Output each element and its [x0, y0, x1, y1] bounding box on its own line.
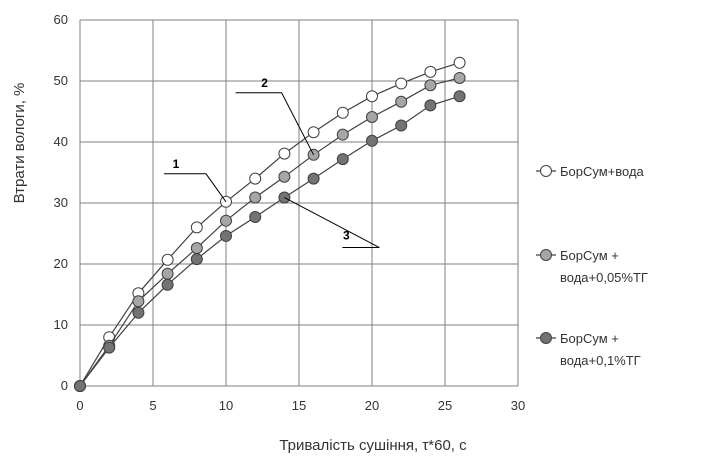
series-1-point: [453, 56, 466, 69]
legend-marker-3: [540, 332, 552, 344]
series-2-point: [395, 95, 408, 108]
series-1-point: [249, 172, 262, 185]
data-series: [74, 56, 466, 392]
series-2-point: [366, 110, 378, 123]
series-3-point: [132, 306, 145, 319]
series-3-point: [249, 211, 262, 224]
series-3-point: [220, 229, 232, 242]
series-3-point: [366, 134, 378, 147]
series-3-point: [190, 253, 203, 266]
y-tick-label: 20: [54, 256, 68, 271]
series-1-point: [307, 126, 320, 139]
x-tick-label: 15: [292, 398, 306, 413]
annotation-label: 3: [343, 229, 350, 243]
x-tick-label: 5: [149, 398, 156, 413]
axes: 0 5 10 15 20 25 30 0 10 20 30 40 50 60: [54, 12, 526, 413]
series-3-point: [395, 119, 408, 132]
legend-label-1: БорСум+вода: [560, 164, 645, 179]
annotation-leader: [284, 197, 380, 249]
series-1-point: [424, 65, 437, 78]
series-3-point: [74, 380, 86, 392]
annotation-label: 1: [173, 157, 180, 171]
series-3-point: [307, 172, 320, 185]
series-2-point: [190, 242, 203, 255]
legend-label-2: вода+0,05%ТГ: [560, 270, 648, 285]
series-2-point: [424, 79, 437, 92]
series-3-point: [336, 153, 349, 166]
series-1-point: [278, 147, 291, 160]
series-1-point: [336, 106, 349, 119]
series-3-line: [79, 95, 460, 387]
x-tick-label: 10: [219, 398, 233, 413]
series-1-point: [190, 221, 203, 234]
y-axis-title: Втрати вологи, %: [11, 83, 28, 204]
legend-label-3: БорСум +: [560, 331, 619, 346]
annotation-leader: [164, 173, 227, 203]
y-tick-label: 10: [54, 317, 68, 332]
series-2-point: [453, 71, 466, 84]
x-axis-title: Тривалість сушіння, τ*60, с: [279, 437, 467, 454]
series-2-point: [278, 170, 291, 183]
annotation-label: 2: [261, 76, 268, 90]
series-1-point: [395, 77, 408, 90]
annotations: 1 2 3: [164, 76, 380, 249]
series-1-line: [79, 62, 460, 387]
series-1-point: [161, 253, 174, 266]
series-3-point: [161, 278, 174, 291]
x-tick-label: 25: [438, 398, 452, 413]
x-tick-label: 0: [76, 398, 83, 413]
y-tick-label: 50: [54, 73, 68, 88]
series-3-point: [103, 341, 116, 354]
y-tick-label: 40: [54, 134, 68, 149]
x-tick-label: 30: [511, 398, 525, 413]
legend-label-3: вода+0,1%ТГ: [560, 353, 641, 368]
series-3-point: [424, 99, 437, 112]
y-tick-label: 30: [54, 195, 68, 210]
legend: БорСум+вода БорСум + вода+0,05%ТГ БорСум + в…: [536, 164, 648, 368]
series-2-point: [336, 128, 349, 141]
y-tick-label: 60: [54, 12, 68, 27]
series-2-point: [249, 191, 262, 204]
series-2-point: [220, 214, 232, 227]
annotation-leader: [235, 92, 315, 156]
legend-marker-1: [540, 165, 552, 177]
x-tick-label: 20: [365, 398, 379, 413]
series-3-point: [453, 90, 466, 103]
series-1-point: [366, 90, 378, 103]
series-2-point: [161, 267, 174, 280]
series-2-point: [132, 295, 145, 308]
legend-marker-2: [540, 249, 552, 261]
legend-label-2: БорСум +: [560, 248, 619, 263]
grid: [79, 19, 519, 387]
y-tick-label: 0: [61, 378, 68, 393]
